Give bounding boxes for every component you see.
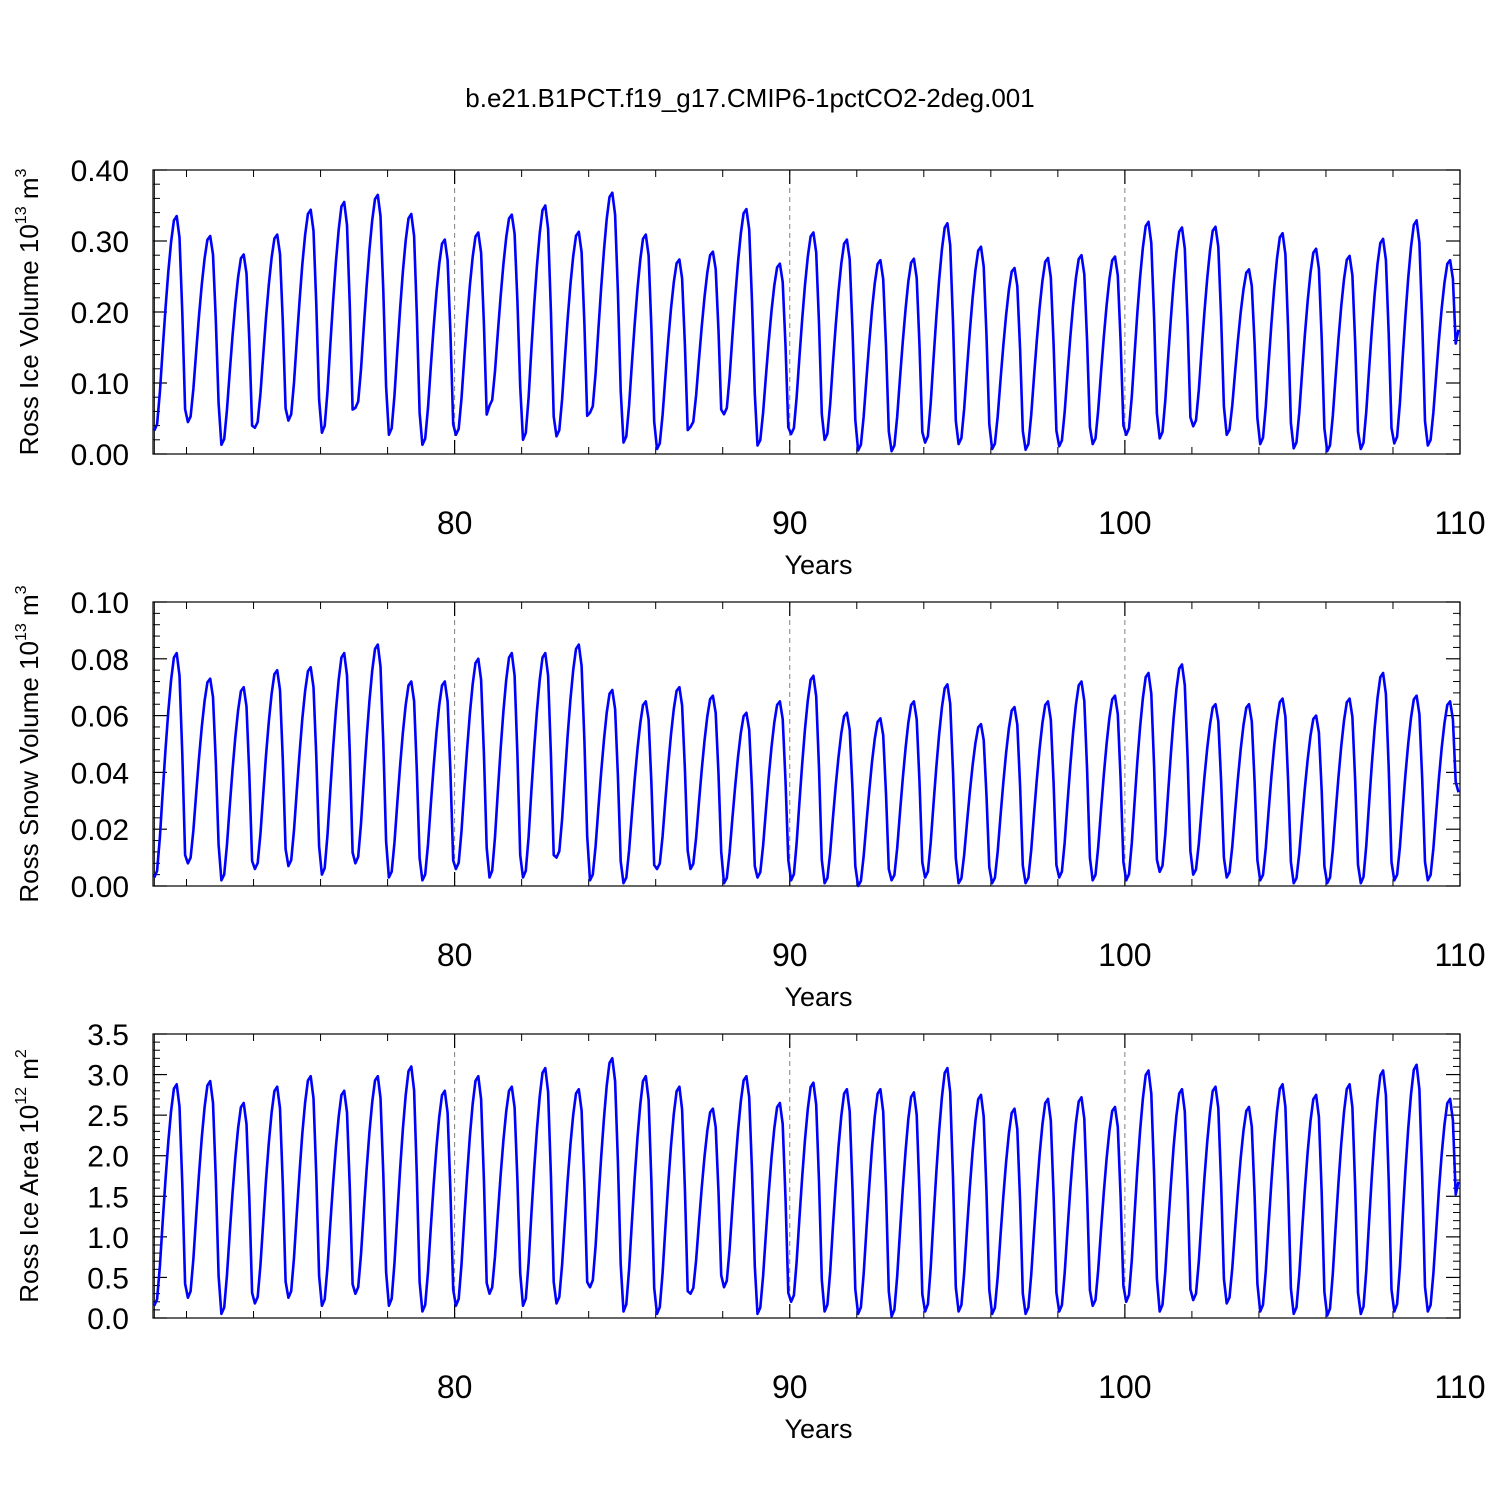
y-axis-label-text: Ross Ice Area 10 <box>14 1105 44 1303</box>
figure-title: b.e21.B1PCT.f19_g17.CMIP6-1pctCO2-2deg.0… <box>465 83 1034 113</box>
x-tick-label: 80 <box>437 505 473 541</box>
series-line-1 <box>153 643 1460 888</box>
y-axis-label-exponent: 12 <box>13 1087 30 1105</box>
series-line-1 <box>153 1057 1460 1318</box>
y-axis-label-unit-exponent: 3 <box>13 168 30 177</box>
y-tick-label: 2.0 <box>87 1141 129 1174</box>
y-tick-label: 3.0 <box>87 1060 129 1093</box>
y-tick-label: 0.30 <box>71 226 129 259</box>
panel-2: 80 90 100 110 0.00 0.02 0.04 0.06 0.08 0.10 Years R… <box>13 585 1486 1012</box>
x-tick-label: 90 <box>772 1369 808 1405</box>
x-tick-label: 100 <box>1098 505 1151 541</box>
y-tick-label: 0.0 <box>87 1303 129 1336</box>
y-axis-label-exponent: 13 <box>13 623 30 641</box>
y-axis-label-unit: m <box>14 594 44 623</box>
x-axis-label: Years <box>784 1414 852 1444</box>
y-tick-label: 0.10 <box>71 587 129 620</box>
y-tick-label: 0.00 <box>71 871 129 904</box>
y-tick-label: 0.08 <box>71 644 129 677</box>
y-tick-label: 1.5 <box>87 1181 129 1214</box>
y-axis-label: Ross Snow Volume 1013 m3 <box>13 585 44 902</box>
x-axis-label: Years <box>784 982 852 1012</box>
y-tick-label: 3.5 <box>87 1019 129 1052</box>
y-axis-label: Ross Ice Area 1012 m2 <box>13 1049 44 1303</box>
x-tick-label: 110 <box>1434 505 1485 541</box>
y-tick-label: 0.00 <box>71 439 129 472</box>
series-line-1 <box>153 191 1460 453</box>
y-tick-label: 0.06 <box>71 701 129 734</box>
y-axis-label-unit: m <box>14 1058 44 1087</box>
y-axis-label-exponent: 13 <box>13 206 30 224</box>
x-tick-label: 90 <box>772 937 808 973</box>
plot-frame <box>152 601 1461 887</box>
y-tick-label: 0.5 <box>87 1262 129 1295</box>
panel-1: 80 90 100 110 0.00 0.10 0.20 0.30 0.40 Years Ross … <box>13 155 1486 580</box>
x-tick-label: 90 <box>772 505 808 541</box>
x-tick-label: 80 <box>437 1369 473 1405</box>
y-axis-label-text: Ross Snow Volume 10 <box>14 641 44 903</box>
x-tick-label: 110 <box>1434 937 1485 973</box>
y-tick-label: 0.40 <box>71 155 129 188</box>
x-tick-label: 100 <box>1098 937 1151 973</box>
y-tick-label: 1.0 <box>87 1222 129 1255</box>
y-axis-label: Ross Ice Volume 1013 m3 <box>13 168 44 455</box>
y-tick-label: 0.20 <box>71 297 129 330</box>
y-axis-label-unit: m <box>14 177 44 206</box>
y-tick-label: 0.02 <box>71 814 129 847</box>
y-tick-label: 0.04 <box>71 757 129 790</box>
y-axis-label-unit-exponent: 2 <box>13 1049 30 1058</box>
y-axis-label-text: Ross Ice Volume 10 <box>14 224 44 455</box>
y-axis-label-unit-exponent: 3 <box>13 585 30 594</box>
y-tick-label: 2.5 <box>87 1100 129 1133</box>
panel-3: 80 90 100 110 0.0 0.5 1.0 1.5 2.0 2.5 3.0 3.5 Years R… <box>13 1019 1486 1444</box>
x-tick-label: 110 <box>1434 1369 1485 1405</box>
x-tick-label: 100 <box>1098 1369 1151 1405</box>
x-tick-label: 80 <box>437 937 473 973</box>
y-tick-label: 0.10 <box>71 368 129 401</box>
plot-frame <box>152 1033 1461 1319</box>
x-axis-label: Years <box>784 550 852 580</box>
